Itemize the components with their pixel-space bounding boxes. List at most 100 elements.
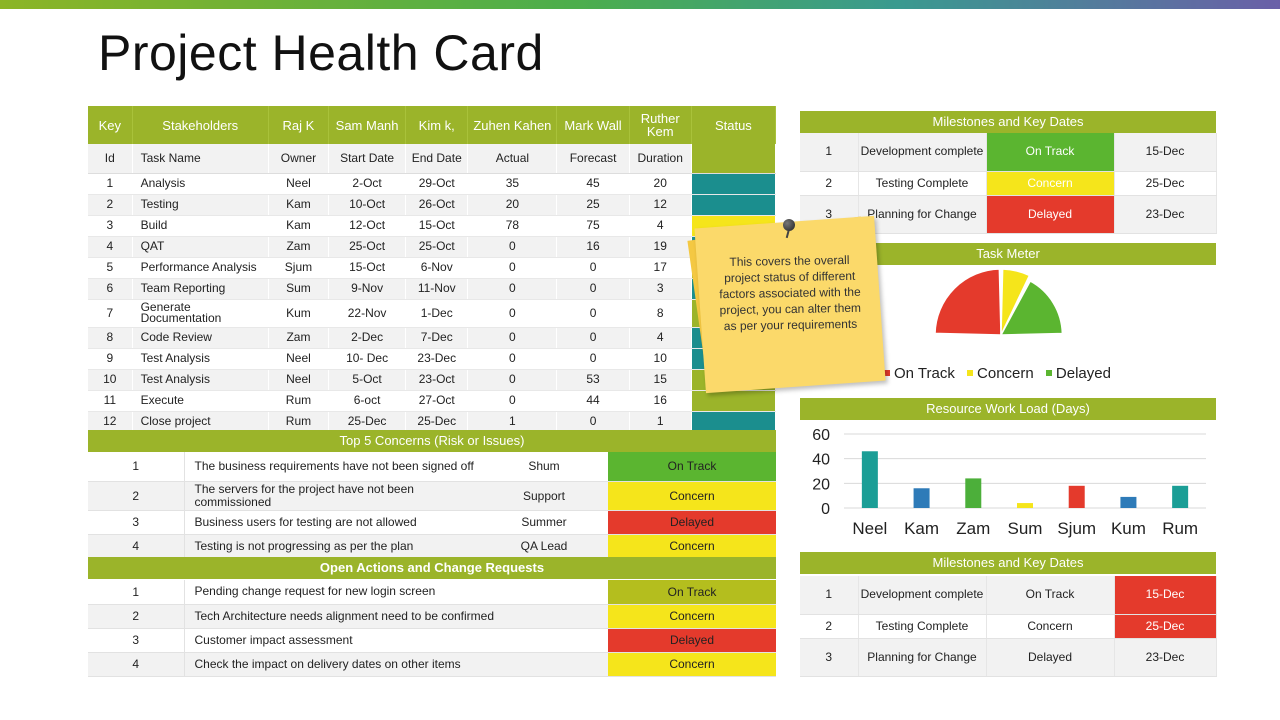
bar-rum — [1172, 485, 1189, 508]
x-tick-label: Sjum — [1057, 519, 1096, 538]
cell-actual: 1 — [467, 411, 558, 433]
workload-title: Resource Work Load (Days) — [800, 398, 1216, 420]
workload-bar-chart: 0 20 40 60 Neel Kam Zam Sum Sjum Kum Rum — [812, 427, 1206, 538]
cell-start: 22-Nov — [328, 299, 407, 328]
concern-status: Concern — [608, 534, 776, 559]
cell-start: 6-oct — [328, 390, 407, 412]
table-row: 9 Test Analysis Neel 10- Dec 23-Dec 0 0 10 — [88, 348, 777, 370]
concern-number: 2 — [88, 481, 185, 511]
milestone-status: On Track — [986, 133, 1115, 172]
legend-item-delayed: Delayed — [1045, 365, 1111, 382]
x-tick-label: Zam — [956, 519, 990, 538]
cell-end: 1-Dec — [405, 299, 469, 328]
cell-task: Team Reporting — [132, 278, 269, 300]
cell-end: 25-Dec — [405, 411, 469, 433]
concern-row: 4 Testing is not progressing as per the p… — [88, 534, 776, 559]
cell-start: 9-Nov — [328, 278, 407, 300]
concern-status: Delayed — [608, 510, 776, 535]
cell-forecast: 25 — [556, 194, 630, 216]
cell-actual: 0 — [467, 327, 558, 349]
x-tick-label: Kam — [904, 519, 939, 538]
cell-owner: Neel — [268, 173, 330, 195]
table-row: 11 Execute Rum 6-oct 27-Oct 0 44 16 — [88, 390, 777, 412]
cell-actual: 0 — [467, 369, 558, 391]
meter-slice-concern — [1000, 268, 1031, 336]
top-accent-bar — [0, 0, 1280, 9]
cell-forecast: 0 — [556, 411, 630, 433]
x-tick-label: Sum — [1008, 519, 1043, 538]
cell-actual: 0 — [467, 236, 558, 258]
concern-status: On Track — [608, 452, 776, 482]
concern-description: The servers for the project have not bee… — [184, 481, 480, 511]
cell-task: Performance Analysis — [132, 257, 269, 279]
header-cell: Zuhen Kahen — [467, 106, 558, 144]
concern-row: 3 Business users for testing are not allo… — [88, 510, 776, 535]
milestones-bottom-table: 1 Development complete On Track 15-Dec 2 Test… — [800, 576, 1217, 677]
cell-owner: Kam — [268, 194, 330, 216]
table-row: 7 Generate Documentation Kum 22-Nov 1-Dec 0 0 8 — [88, 299, 777, 328]
legend-item-on-track: On Track — [884, 365, 955, 382]
milestone-number: 1 — [800, 576, 859, 615]
milestone-row: 1 Development complete On Track 15-Dec — [800, 576, 1217, 615]
stakeholder-header-row: Key Stakeholders Raj K Sam Manh Kim k, Zuhen … — [88, 106, 777, 144]
milestone-name: Testing Complete — [858, 614, 987, 639]
action-number: 3 — [88, 628, 185, 653]
concern-owner: QA Lead — [480, 534, 608, 559]
concern-row: 2 The servers for the project have not be… — [88, 481, 776, 511]
concern-row: 1 The business requirements have not been… — [88, 452, 776, 482]
cell-forecast: 0 — [556, 327, 630, 349]
header-cell: Ruther Kem — [629, 106, 692, 144]
actions-title: Open Actions and Change Requests — [88, 557, 776, 579]
milestone-number: 1 — [800, 133, 859, 172]
column-header — [691, 144, 777, 174]
x-tick-label: Rum — [1162, 519, 1198, 538]
task-meter-chart — [934, 268, 1064, 336]
cell-forecast: 53 — [556, 369, 630, 391]
action-status: On Track — [608, 580, 776, 605]
cell-task: QAT — [132, 236, 269, 258]
cell-duration: 3 — [629, 278, 692, 300]
cell-id: 12 — [88, 411, 133, 433]
cell-actual: 35 — [467, 173, 558, 195]
cell-owner: Neel — [268, 348, 330, 370]
cell-start: 10-Oct — [328, 194, 407, 216]
cell-id: 11 — [88, 390, 133, 412]
header-cell: Kim k, — [405, 106, 469, 144]
cell-task: Execute — [132, 390, 269, 412]
milestone-date: 15-Dec — [1114, 133, 1217, 172]
action-description: Check the impact on delivery dates on ot… — [184, 652, 608, 677]
table-row: 12 Close project Rum 25-Dec 25-Dec 1 0 1 — [88, 411, 777, 433]
cell-id: 3 — [88, 215, 133, 237]
action-description: Tech Architecture needs alignment need t… — [184, 604, 608, 629]
cell-actual: 0 — [467, 278, 558, 300]
milestones-top-title: Milestones and Key Dates — [800, 111, 1216, 133]
milestone-name: Planning for Change — [858, 195, 987, 234]
page-title: Project Health Card — [98, 25, 544, 81]
pushpin-icon — [783, 219, 795, 231]
header-cell: Raj K — [268, 106, 330, 144]
cell-task: Analysis — [132, 173, 269, 195]
cell-duration: 12 — [629, 194, 692, 216]
milestone-name: Development complete — [858, 133, 987, 172]
cell-duration: 4 — [629, 215, 692, 237]
action-row: 1 Pending change request for new login sc… — [88, 580, 776, 605]
concern-status: Concern — [608, 481, 776, 511]
cell-duration: 10 — [629, 348, 692, 370]
y-tick-label: 0 — [821, 501, 830, 518]
cell-end: 6-Nov — [405, 257, 469, 279]
milestone-name: Planning for Change — [858, 638, 987, 677]
cell-id: 5 — [88, 257, 133, 279]
cell-duration: 20 — [629, 173, 692, 195]
action-status: Concern — [608, 652, 776, 677]
cell-id: 4 — [88, 236, 133, 258]
table-row: 2 Testing Kam 10-Oct 26-Oct 20 25 12 — [88, 194, 777, 216]
cell-task: Code Review — [132, 327, 269, 349]
cell-task: Test Analysis — [132, 348, 269, 370]
column-header: Id — [88, 144, 133, 174]
task-meter-title: Task Meter — [800, 243, 1216, 265]
concern-number: 1 — [88, 452, 185, 482]
column-header: End Date — [405, 144, 469, 174]
status-indicator — [691, 411, 777, 433]
column-header: Forecast — [556, 144, 630, 174]
milestone-number: 2 — [800, 171, 859, 196]
